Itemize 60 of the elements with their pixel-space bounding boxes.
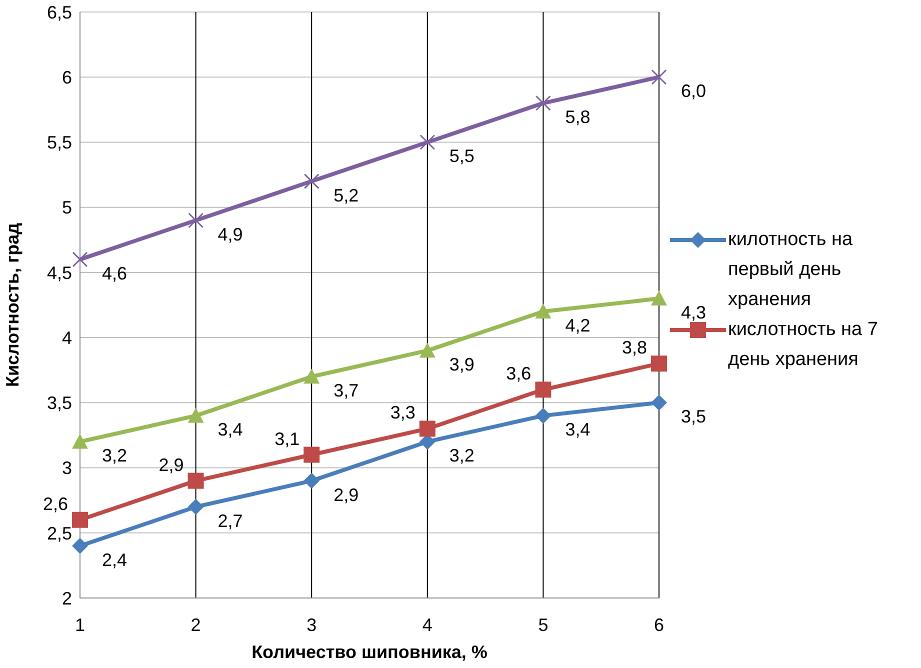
point: [651, 290, 667, 306]
data-label: 3,9: [449, 354, 474, 375]
y-tick-label: 4: [62, 328, 72, 348]
x-tick-label: 3: [306, 614, 317, 635]
data-label: 2,6: [42, 494, 68, 514]
y-tick-label: 6,5: [46, 2, 72, 22]
y-axis-title: Кислотность, град: [2, 222, 22, 388]
data-label: 4,2: [565, 316, 590, 336]
x-axis-title: Количество шиповника, %: [252, 642, 488, 662]
data-label: 2,9: [334, 484, 359, 505]
data-label: 3,2: [449, 446, 474, 466]
x-tick-label: 5: [538, 614, 548, 635]
point: [535, 408, 552, 424]
point: [72, 538, 88, 554]
legend-label: кислотность на 7 день хранения: [728, 318, 879, 372]
x-tick-label: 2: [190, 614, 201, 635]
data-label: 4,6: [102, 263, 128, 284]
point: [188, 472, 204, 489]
data-label: 3,3: [390, 402, 416, 423]
point: [419, 420, 436, 437]
x-tick-label: 4: [422, 614, 432, 635]
data-label: 6,0: [681, 81, 706, 102]
point: [535, 304, 552, 319]
y-tick-label: 5: [62, 198, 72, 218]
point: [188, 498, 204, 515]
data-label: 5,5: [449, 146, 474, 166]
data-label: 4,3: [681, 302, 706, 322]
x-tick-label: 6: [654, 614, 664, 635]
data-label: 5,8: [565, 107, 590, 128]
point: [651, 394, 667, 411]
point: [72, 434, 88, 449]
point: [304, 446, 320, 463]
y-tick-label: 3,5: [46, 393, 72, 414]
data-label: 3,6: [506, 364, 532, 384]
point: [419, 342, 436, 358]
data-label: 2,4: [102, 550, 128, 570]
point: [188, 408, 204, 423]
point: [535, 382, 552, 398]
y-tick-label: 5,5: [46, 132, 72, 153]
point: [304, 368, 320, 384]
data-label: 3,1: [274, 428, 300, 449]
data-label: 5,2: [334, 185, 359, 206]
data-label: 3,2: [102, 446, 128, 466]
data-label: 2,9: [158, 454, 184, 475]
y-tick-label: 6: [62, 68, 72, 88]
point: [304, 472, 320, 489]
point: [651, 356, 667, 372]
y-tick-label: 3: [62, 458, 72, 478]
x-tick-label: 1: [74, 614, 86, 635]
y-tick-label: 2: [62, 588, 72, 608]
data-label: 4,9: [218, 224, 243, 244]
y-tick-label: 4,5: [46, 262, 72, 283]
data-label: 3,4: [565, 420, 590, 440]
data-label: 3,7: [334, 380, 359, 401]
data-label: 3,4: [218, 420, 243, 440]
data-label: 3,5: [681, 406, 706, 427]
y-tick-label: 2,5: [46, 523, 72, 544]
data-label: 2,7: [218, 510, 243, 531]
data-label: 3,8: [622, 338, 647, 358]
point: [72, 512, 88, 528]
